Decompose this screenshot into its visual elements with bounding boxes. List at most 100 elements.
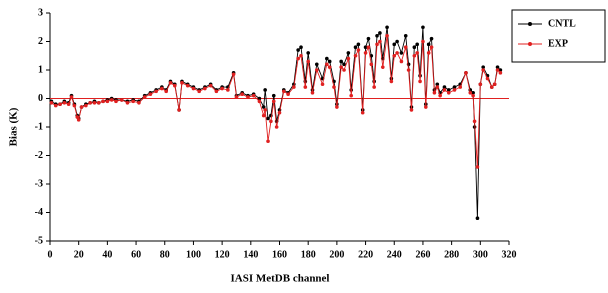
data-point [346,56,351,61]
data-point [346,51,351,55]
data-point [320,82,325,87]
data-point [257,99,262,104]
data-point [339,59,343,64]
data-point [72,103,77,108]
data-point [277,110,282,115]
data-point [335,105,339,109]
data-point [409,108,414,112]
data-point [403,45,408,49]
data-point [125,100,130,105]
data-point [442,88,447,92]
data-point [131,99,135,104]
data-point [495,68,500,72]
data-point [69,95,74,99]
data-point [363,51,368,55]
data-point [369,62,374,67]
data-point [58,102,62,106]
data-point [266,116,270,121]
data-point [471,93,475,98]
data-point [109,98,114,102]
data-point [452,85,457,89]
data-point [421,39,425,44]
data-point [191,86,196,91]
x-tick-label: 220 [358,249,373,260]
data-point [269,119,273,124]
data-point [339,65,343,69]
y-tick-label: 0 [38,93,43,104]
data-point [392,42,397,47]
data-point [485,76,490,81]
data-point [389,79,394,84]
data-point [327,65,332,69]
data-point [96,100,101,105]
x-tick-label: 40 [102,249,112,260]
data-point [481,65,485,69]
data-point [356,48,361,52]
data-point [399,51,404,55]
data-point [458,85,463,89]
data-point [375,42,379,47]
data-point [271,99,276,104]
data-point [472,119,477,124]
data-point [399,59,404,64]
data-point [475,216,480,220]
data-point [415,42,420,47]
data-point [142,95,147,99]
data-point [432,91,437,95]
data-point [380,65,385,69]
data-point [464,71,468,75]
data-point [353,45,358,49]
y-tick-label: -1 [35,121,43,132]
data-point [177,108,181,112]
legend-marker [528,42,532,46]
data-point [119,98,124,102]
data-point [251,93,256,98]
data-point [164,89,168,94]
data-point [53,103,58,108]
data-point [220,86,224,91]
data-point [263,108,267,112]
data-point [257,96,262,101]
data-point [438,93,442,98]
y-tick-label: -5 [35,235,43,246]
data-point [261,105,266,109]
data-point [286,92,290,97]
data-point [385,25,389,30]
series-line [51,35,501,167]
data-point [84,103,88,108]
data-point [395,39,399,44]
data-point [429,45,434,49]
x-tick-label: 0 [48,249,53,260]
data-point [296,48,300,52]
data-point [498,71,503,75]
data-point [378,39,382,44]
data-point [495,65,500,69]
legend-label: EXP [548,38,568,49]
data-point [412,45,417,49]
data-point [446,91,451,95]
data-point [299,45,303,49]
data-point [76,118,81,122]
data-point [310,91,315,95]
data-point [392,53,397,58]
data-point [498,68,503,72]
x-tick-label: 20 [74,249,84,260]
legend-marker [528,22,532,26]
data-point [314,68,319,72]
x-tick-label: 280 [444,249,459,260]
data-point [261,113,266,118]
data-point [306,51,310,55]
data-point [489,85,494,89]
data-point [435,85,440,89]
data-point [101,99,105,104]
y-tick-label: -4 [35,207,43,218]
data-point [418,79,422,84]
y-tick-label: 2 [38,36,43,47]
data-point [292,85,296,89]
data-point [385,34,389,38]
data-point [468,91,473,95]
data-point [366,36,371,41]
data-point [148,92,153,97]
x-tick-label: 60 [131,249,141,260]
data-point [114,99,118,104]
